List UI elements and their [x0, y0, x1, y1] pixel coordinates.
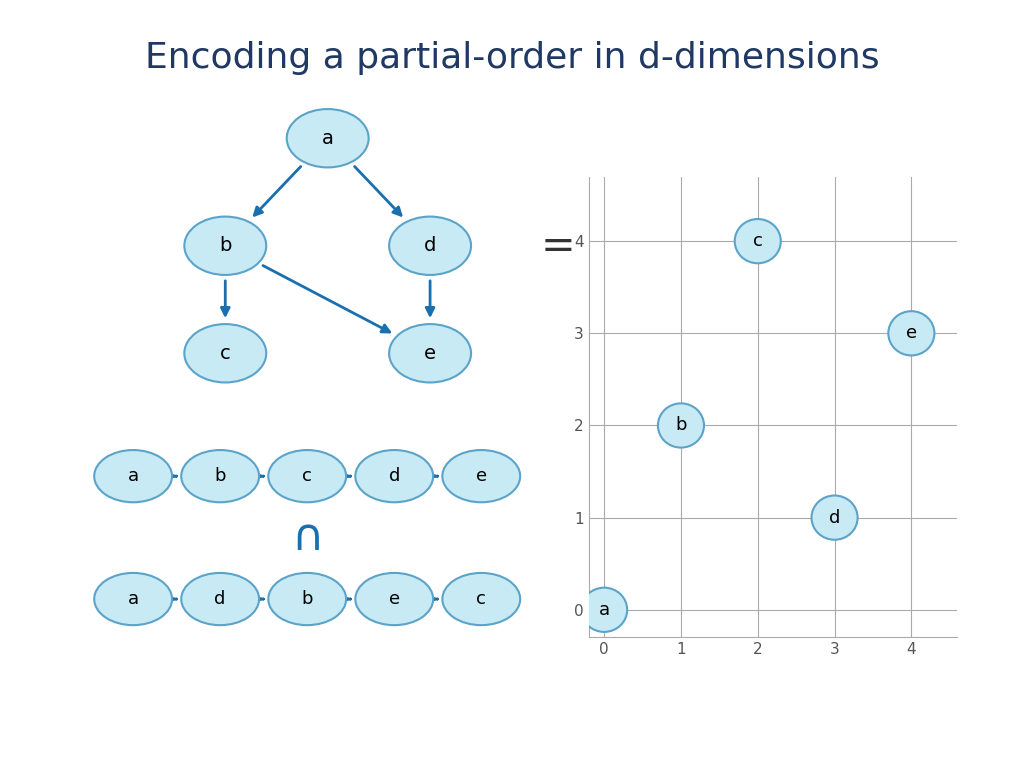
Text: e: e [424, 344, 436, 362]
Text: ∩: ∩ [291, 516, 324, 559]
Text: c: c [220, 344, 230, 362]
Ellipse shape [735, 219, 780, 263]
Text: a: a [128, 467, 138, 485]
Ellipse shape [181, 573, 259, 625]
Text: b: b [675, 416, 687, 435]
Ellipse shape [268, 450, 346, 502]
Text: b: b [214, 467, 226, 485]
Text: d: d [388, 467, 400, 485]
Ellipse shape [181, 450, 259, 502]
Text: b: b [301, 590, 313, 608]
Text: e: e [389, 590, 399, 608]
Ellipse shape [582, 588, 627, 632]
Ellipse shape [442, 450, 520, 502]
Text: c: c [753, 232, 763, 250]
Ellipse shape [389, 324, 471, 382]
Text: e: e [476, 467, 486, 485]
Text: c: c [476, 590, 486, 608]
Text: d: d [214, 590, 226, 608]
Text: a: a [322, 129, 334, 147]
Text: Encoding a partial-order in d-dimensions: Encoding a partial-order in d-dimensions [144, 41, 880, 74]
Text: a: a [128, 590, 138, 608]
Ellipse shape [268, 573, 346, 625]
Ellipse shape [657, 403, 705, 448]
Text: c: c [302, 467, 312, 485]
Ellipse shape [184, 324, 266, 382]
Ellipse shape [184, 217, 266, 275]
Text: e: e [906, 324, 916, 343]
Ellipse shape [287, 109, 369, 167]
Ellipse shape [94, 573, 172, 625]
Text: d: d [828, 508, 841, 527]
Ellipse shape [355, 450, 433, 502]
Ellipse shape [888, 311, 934, 356]
Text: a: a [599, 601, 609, 619]
Text: d: d [424, 237, 436, 255]
Ellipse shape [94, 450, 172, 502]
Text: b: b [219, 237, 231, 255]
Ellipse shape [389, 217, 471, 275]
Text: =: = [541, 225, 575, 266]
Ellipse shape [442, 573, 520, 625]
Ellipse shape [355, 573, 433, 625]
Ellipse shape [811, 495, 857, 540]
